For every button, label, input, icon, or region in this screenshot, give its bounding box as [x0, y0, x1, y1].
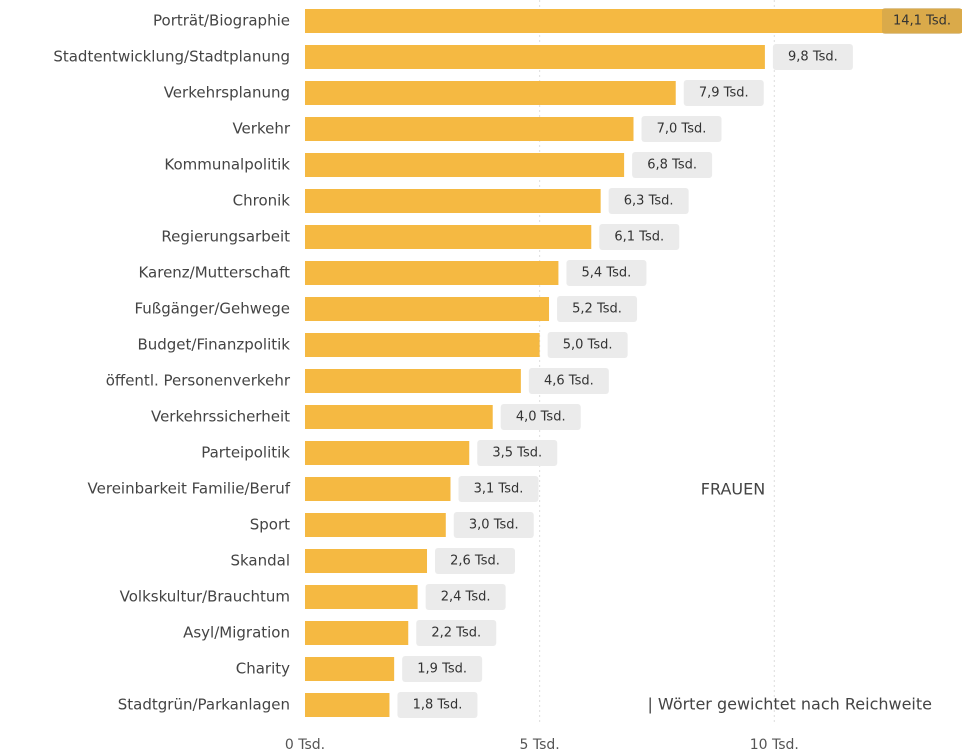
value-label: 3,0 Tsd. [469, 518, 519, 533]
value-label: 2,2 Tsd. [431, 626, 481, 641]
value-label-bg [397, 692, 478, 718]
value-label-bg [882, 8, 962, 34]
bar [305, 657, 395, 681]
x-tick-label: 10 Tsd. [750, 737, 799, 753]
value-label: 5,4 Tsd. [582, 266, 632, 281]
value-label: 4,6 Tsd. [544, 374, 594, 389]
y-tick-label: Chronik [233, 192, 291, 210]
bar [305, 477, 451, 501]
bar [305, 333, 540, 357]
value-label-bg [566, 260, 647, 286]
y-tick-label: Regierungsarbeit [161, 228, 290, 246]
bar [305, 549, 428, 573]
bar [305, 117, 634, 141]
bar [305, 45, 765, 69]
y-tick-label: Parteipolitik [201, 444, 290, 462]
value-label: 7,9 Tsd. [699, 86, 749, 101]
y-tick-label: Stadtentwicklung/Stadtplanung [53, 48, 290, 66]
y-tick-label: Charity [236, 660, 290, 678]
value-label-bg [641, 116, 722, 142]
value-label: 1,9 Tsd. [417, 662, 467, 677]
bar [305, 441, 470, 465]
value-label-bg [547, 332, 628, 358]
y-tick-label: Kommunalpolitik [164, 156, 290, 174]
y-tick-label: Sport [250, 516, 290, 534]
annotation: FRAUEN [701, 480, 765, 499]
value-label: 5,0 Tsd. [563, 338, 613, 353]
value-label-bg [528, 368, 609, 394]
value-label: 3,5 Tsd. [492, 446, 542, 461]
y-tick-label: öffentl. Personenverkehr [106, 372, 291, 390]
bar [305, 9, 962, 33]
value-label: 3,1 Tsd. [474, 482, 524, 497]
y-tick-label: Asyl/Migration [183, 624, 290, 642]
value-label: 2,6 Tsd. [450, 554, 500, 569]
value-label: 6,1 Tsd. [614, 230, 664, 245]
bar [305, 81, 676, 105]
bar [305, 693, 390, 717]
bar [305, 621, 409, 645]
y-tick-label: Volkskultur/Brauchtum [120, 588, 290, 606]
value-label: 9,8 Tsd. [788, 50, 838, 65]
value-label-bg [632, 152, 713, 178]
value-label: 5,2 Tsd. [572, 302, 622, 317]
annotation: | Wörter gewichtet nach Reichweite [647, 695, 932, 714]
value-label: 6,3 Tsd. [624, 194, 674, 209]
value-label-bg [500, 404, 581, 430]
value-label-bg [458, 476, 539, 502]
bar [305, 513, 446, 537]
bar [305, 261, 559, 285]
y-tick-label: Verkehrsplanung [164, 84, 290, 102]
value-label-bg [425, 584, 506, 610]
y-tick-label: Verkehrssicherheit [151, 408, 290, 426]
value-label-bg [772, 44, 853, 70]
bar [305, 225, 592, 249]
y-tick-label: Verkehr [232, 120, 290, 138]
bar [305, 297, 550, 321]
bar [305, 369, 521, 393]
y-tick-label: Vereinbarkeit Familie/Beruf [88, 480, 291, 498]
value-label-bg [416, 620, 497, 646]
y-tick-label: Budget/Finanzpolitik [137, 336, 290, 354]
value-label: 4,0 Tsd. [516, 410, 566, 425]
value-label: 1,8 Tsd. [413, 698, 463, 713]
bar [305, 189, 601, 213]
bar [305, 153, 625, 177]
value-label-bg [557, 296, 638, 322]
value-label-bg [608, 188, 689, 214]
value-label-bg [453, 512, 534, 538]
value-label-bg [599, 224, 680, 250]
y-tick-label: Porträt/Biographie [153, 12, 290, 30]
value-label-bg [402, 656, 483, 682]
y-tick-label: Stadtgrün/Parkanlagen [118, 696, 290, 714]
value-label-bg [683, 80, 764, 106]
y-tick-label: Skandal [230, 552, 290, 570]
value-label: 14,1 Tsd. [893, 14, 951, 29]
bar [305, 585, 418, 609]
value-label-bg [477, 440, 558, 466]
value-label: 2,4 Tsd. [441, 590, 491, 605]
bar [305, 405, 493, 429]
value-label: 7,0 Tsd. [657, 122, 707, 137]
y-tick-label: Karenz/Mutterschaft [138, 264, 290, 282]
value-label: 6,8 Tsd. [647, 158, 697, 173]
value-label-bg [435, 548, 516, 574]
x-tick-label: 0 Tsd. [285, 737, 325, 753]
y-tick-label: Fußgänger/Gehwege [134, 300, 290, 318]
x-tick-label: 5 Tsd. [520, 737, 560, 753]
